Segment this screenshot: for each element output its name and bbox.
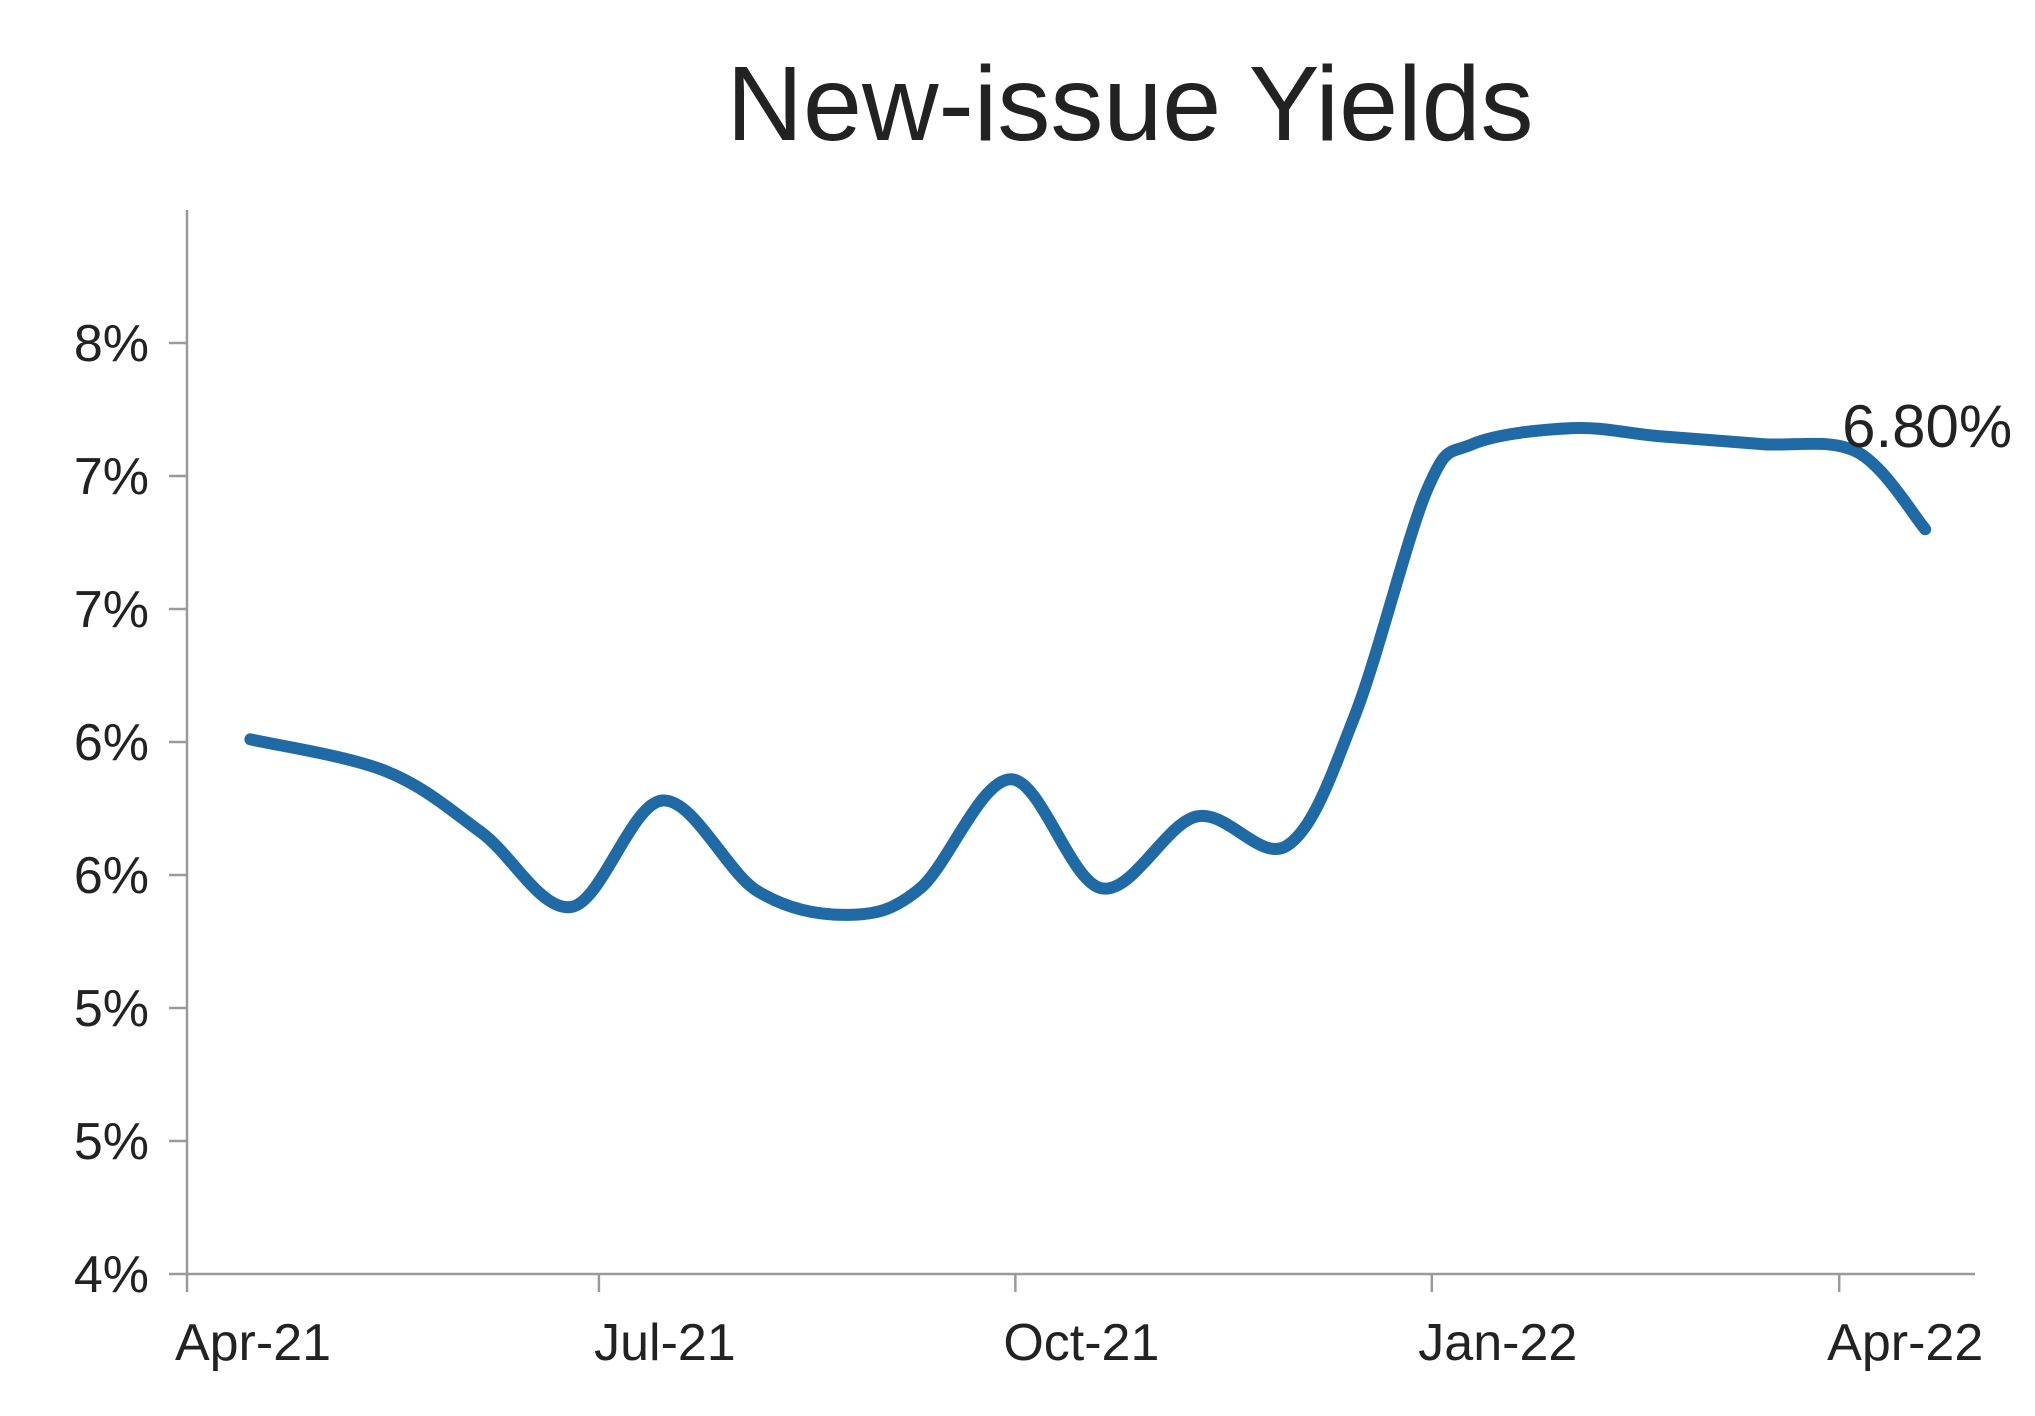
series-group (244, 421, 1932, 921)
data-point (919, 887, 921, 889)
data-point (661, 800, 663, 802)
x-tick-label: Jan-22 (1418, 1314, 1577, 1372)
annotation-group: 6.80% (1842, 393, 2012, 460)
data-point (756, 890, 758, 892)
x-axis-ticks: Apr-21 Jul-21 Oct-21 Jan-22 Apr-22 (175, 1274, 1983, 1372)
y-tick-label: 8% (74, 315, 149, 373)
y-tick-label: 7% (74, 581, 149, 639)
x-tick-label: Apr-22 (1827, 1314, 1983, 1372)
data-point (1354, 714, 1356, 716)
data-point (1010, 778, 1012, 780)
x-tick-label: Jul-21 (594, 1314, 736, 1372)
y-tick-label: 5% (74, 980, 149, 1038)
end-value-label: 6.80% (1842, 393, 2012, 460)
chart-title: New-issue Yields (726, 45, 1533, 163)
y-tick-label: 4% (74, 1246, 149, 1304)
data-point (847, 914, 849, 916)
data-point (1761, 443, 1763, 445)
data-point (1100, 887, 1102, 889)
data-point (249, 738, 251, 740)
x-tick-label: Apr-21 (175, 1314, 331, 1372)
data-point (1426, 488, 1428, 490)
y-tick-label: 5% (74, 1113, 149, 1171)
data-point (1286, 845, 1288, 847)
y-tick-label: 6% (74, 714, 149, 772)
data-point (1924, 528, 1926, 530)
x-tick-label: Oct-21 (1003, 1314, 1159, 1372)
y-tick-label: 7% (74, 448, 149, 506)
data-point (385, 770, 387, 772)
data-point (1657, 435, 1659, 437)
series-line (244, 421, 1932, 921)
data-point (1195, 815, 1197, 817)
data-point (1571, 427, 1573, 429)
data-point (571, 906, 573, 908)
data-point (1472, 443, 1474, 445)
axes (185, 210, 1975, 1276)
y-tick-label: 6% (74, 847, 149, 905)
data-point (480, 831, 482, 833)
y-axis-ticks: 4% 5% 5% 6% 6% 7% 7% 8% (74, 315, 187, 1304)
